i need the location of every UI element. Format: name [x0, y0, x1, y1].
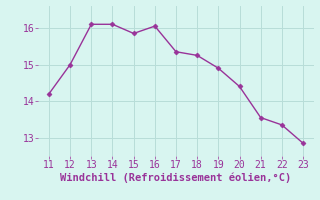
- X-axis label: Windchill (Refroidissement éolien,°C): Windchill (Refroidissement éolien,°C): [60, 173, 292, 183]
